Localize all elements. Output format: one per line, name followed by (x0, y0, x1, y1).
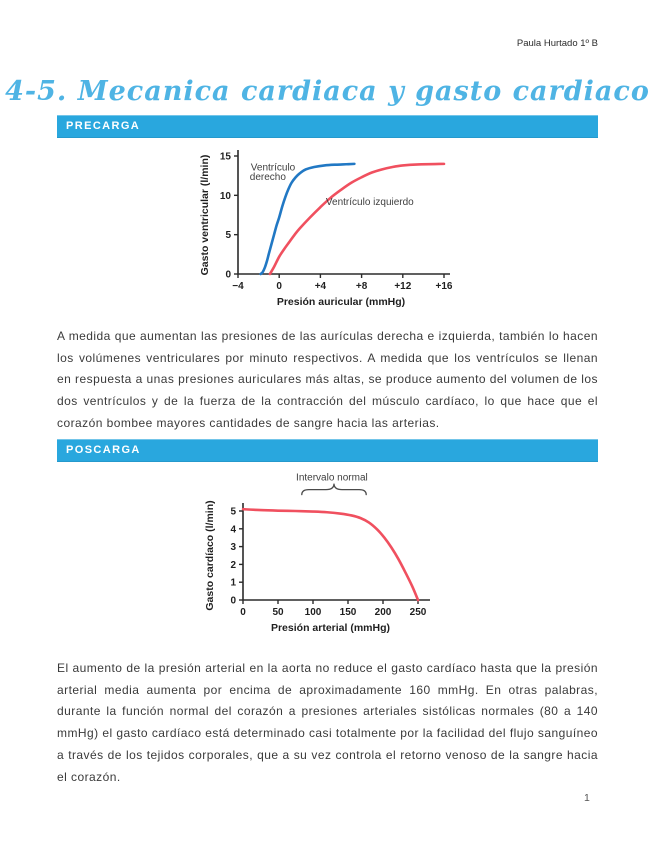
x-axis-label: Presión auricular (mmHg) (277, 296, 405, 308)
section-banner-poscarga: POSCARGA (57, 439, 598, 462)
x-tick-label: +16 (436, 281, 453, 292)
y-axis-label: Gasto cardíaco (l/min) (204, 500, 216, 610)
y-tick-label: 5 (225, 230, 231, 241)
curve-annotation: Intervalo normal (296, 473, 368, 484)
y-tick-label: 0 (230, 596, 236, 607)
page-number: 1 (584, 792, 590, 804)
y-tick-label: 3 (230, 542, 236, 553)
x-tick-label: 250 (410, 607, 427, 618)
series-curve (268, 162, 446, 276)
y-tick-label: 2 (230, 560, 236, 571)
x-tick-label: 0 (276, 281, 282, 292)
x-tick-label: +8 (356, 281, 368, 292)
poscarga-chart: 0 1 2 3 4 5 0 50 100 150 200 250 Gasto cardíaco (l/m… (199, 468, 489, 643)
y-tick-label: 0 (225, 270, 231, 281)
curve-annotation: Ventrículo (251, 163, 296, 174)
x-tick-label: 150 (340, 607, 357, 618)
poscarga-paragraph: El aumento de la presión arterial en la … (57, 661, 598, 784)
x-tick-label: +4 (315, 281, 327, 292)
series-curve (241, 507, 420, 602)
precarga-chart: 0 5 10 15 −4 0 +4 +8 +12 +16 Gasto ventricular (l/… (194, 146, 484, 315)
precarga-paragraph: A medida que aumentan las presiones de l… (57, 329, 598, 430)
x-tick-label: 100 (305, 607, 322, 618)
curve-annotation: derecho (250, 172, 287, 183)
y-tick-label: 4 (230, 524, 236, 535)
y-tick-label: 10 (220, 191, 232, 202)
curve-annotation: Ventrículo izquierdo (326, 197, 414, 208)
y-tick-label: 5 (230, 507, 236, 518)
section-banner-precarga: PRECARGA (57, 115, 598, 138)
x-axis-label: Presión arterial (mmHg) (271, 622, 390, 634)
series-curve (259, 162, 356, 276)
x-tick-label: −4 (232, 281, 244, 292)
y-tick-label: 1 (230, 578, 236, 589)
x-tick-label: 0 (240, 607, 246, 618)
x-tick-label: 50 (272, 607, 284, 618)
page-title: 4-5. Mecanica cardiaca y gasto cardiaco (5, 76, 650, 108)
x-tick-label: +12 (394, 281, 411, 292)
y-tick-label: 15 (220, 152, 232, 163)
normal-range-brace (301, 483, 367, 496)
x-tick-label: 200 (375, 607, 392, 618)
student-name: Paula Hurtado 1º B (516, 38, 598, 49)
axes (242, 503, 430, 601)
y-axis-label: Gasto ventricular (l/min) (199, 155, 211, 276)
